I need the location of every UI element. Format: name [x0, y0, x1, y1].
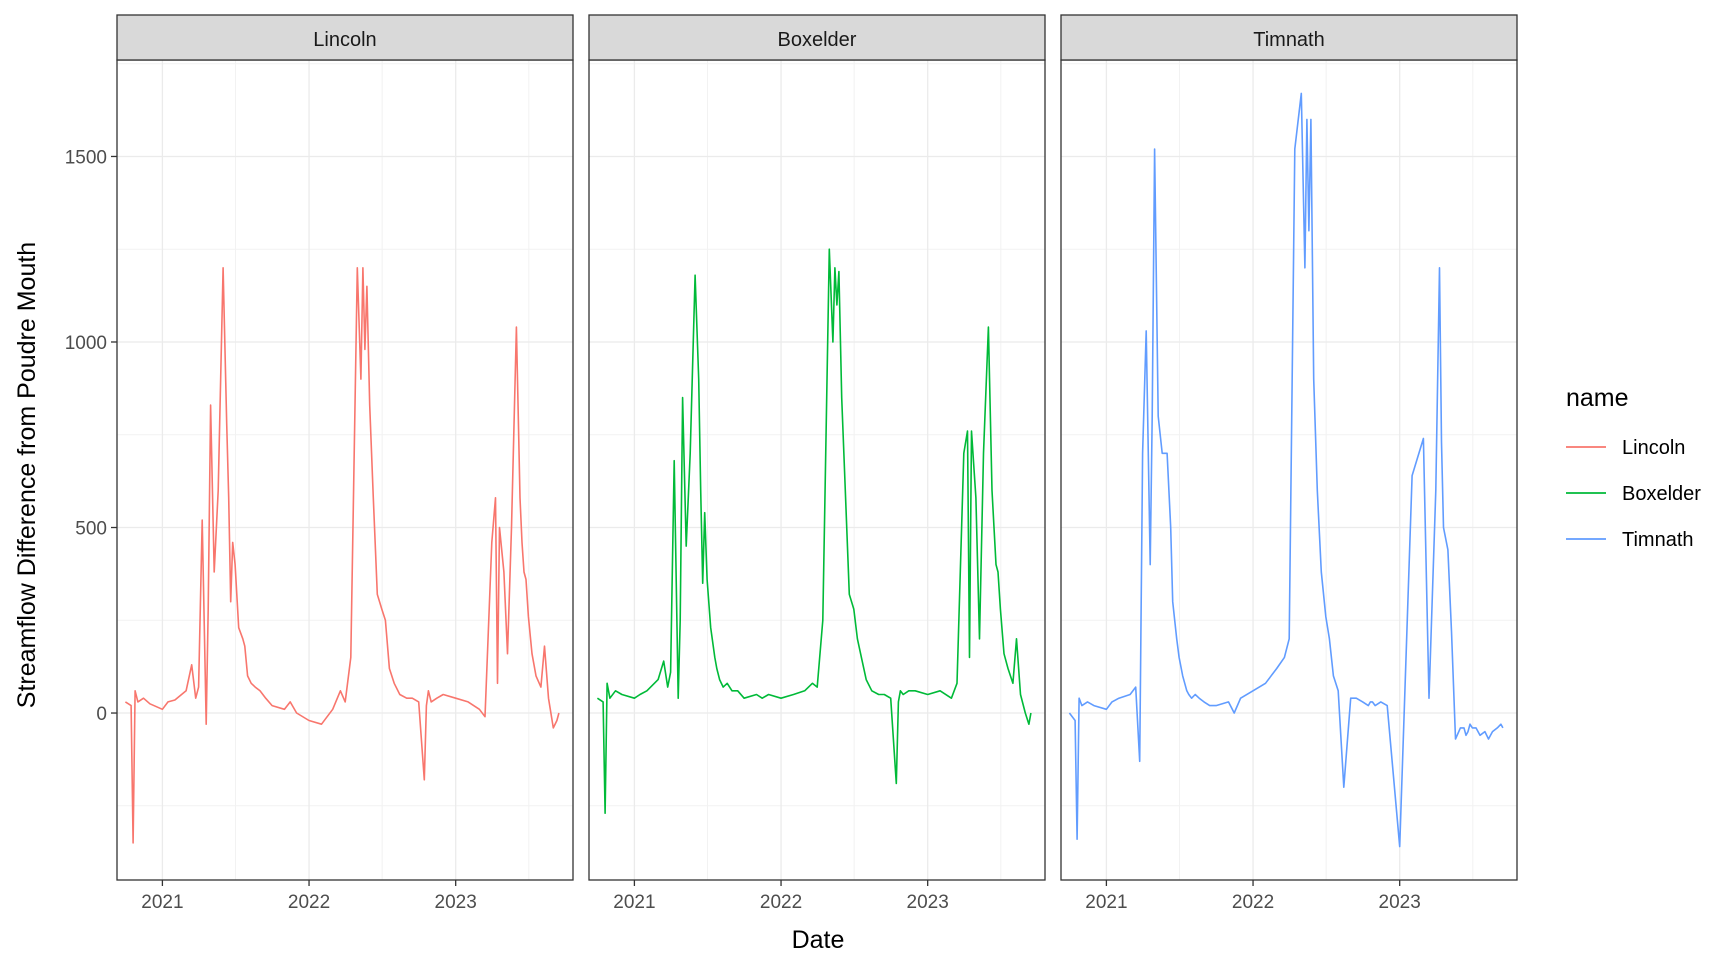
strip-background [588, 14, 1046, 61]
panel-background [117, 60, 573, 880]
x-tick-label: 2021 [1085, 892, 1127, 913]
legend-item-timnath: Timnath [1566, 529, 1694, 551]
facet-panels: Lincoln 2021 2022 2023 0 500 1000 1500 Boxelder 2… [65, 14, 1518, 913]
legend-item-lincoln: Lincoln [1566, 437, 1685, 459]
series-line-lincoln [124, 266, 560, 844]
y-tick-label: 0 [96, 704, 107, 725]
legend-label: Boxelder [1622, 483, 1701, 505]
x-tick-label: 2022 [288, 892, 330, 913]
y-axis-title: Streamflow Difference from Poudre Mouth [13, 242, 41, 708]
facet-panel-lincoln: Lincoln 2021 2022 2023 0 500 1000 1500 [65, 14, 574, 913]
strip-background [116, 14, 574, 61]
y-tick-label: 1000 [65, 333, 107, 354]
legend-title: name [1566, 384, 1629, 412]
facet-panel-timnath: Timnath 2021 2022 2023 [1060, 14, 1518, 913]
legend-label: Lincoln [1622, 437, 1685, 459]
x-tick-label: 2022 [760, 892, 802, 913]
legend: name Lincoln Boxelder Timnath [1566, 384, 1701, 551]
x-tick-label: 2023 [907, 892, 949, 913]
x-tick-label: 2021 [141, 892, 183, 913]
y-tick-label: 1500 [65, 147, 107, 168]
x-axis-title: Date [792, 926, 845, 954]
legend-label: Timnath [1622, 529, 1694, 551]
legend-item-boxelder: Boxelder [1566, 483, 1701, 505]
x-tick-label: 2022 [1232, 892, 1274, 913]
strip-background [1060, 14, 1518, 61]
y-tick-label: 500 [75, 519, 107, 540]
x-tick-label: 2023 [1379, 892, 1421, 913]
x-tick-label: 2021 [613, 892, 655, 913]
strip-label: Timnath [1253, 29, 1325, 51]
strip-label: Lincoln [313, 29, 376, 51]
series-line-timnath [1068, 92, 1504, 848]
series-line-boxelder [596, 248, 1032, 815]
strip-label: Boxelder [778, 29, 857, 51]
panel-background [1061, 60, 1517, 880]
facet-panel-boxelder: Boxelder 2021 2022 2023 [588, 14, 1046, 913]
x-tick-label: 2023 [435, 892, 477, 913]
panel-background [589, 60, 1045, 880]
